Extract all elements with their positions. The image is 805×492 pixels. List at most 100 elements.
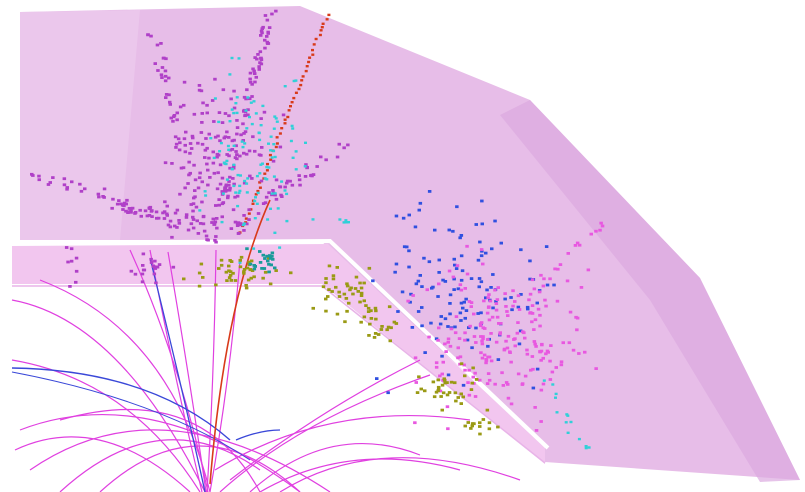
hit-marker — [261, 25, 265, 29]
hit-marker — [491, 306, 495, 310]
hit-marker — [198, 209, 202, 212]
hit-marker — [305, 166, 309, 170]
hit-marker — [462, 363, 466, 367]
hit-marker — [188, 171, 192, 175]
hit-marker — [479, 321, 484, 324]
hit-marker — [460, 269, 465, 273]
left-frame — [0, 0, 12, 492]
hit-marker — [200, 180, 204, 184]
hit-marker — [434, 337, 439, 341]
hit-marker — [486, 355, 490, 359]
hit-marker — [290, 124, 294, 128]
hit-marker — [515, 331, 520, 335]
hit-marker — [235, 222, 240, 225]
hit-marker — [261, 276, 265, 280]
hit-marker — [454, 315, 459, 318]
track-magenta — [229, 359, 421, 481]
hit-marker — [122, 204, 126, 208]
hit-marker — [486, 306, 491, 309]
hit-marker — [561, 341, 565, 345]
hit-marker — [254, 196, 257, 199]
hit-marker — [486, 338, 490, 341]
hit-marker — [197, 88, 202, 92]
hit-marker — [265, 40, 270, 44]
hit-marker — [206, 168, 210, 172]
hit-marker — [178, 105, 183, 109]
hit-marker — [506, 396, 511, 400]
hit-marker — [204, 234, 209, 238]
hit-marker — [297, 178, 302, 182]
hit-marker — [308, 56, 312, 59]
hit-marker — [485, 311, 490, 315]
calorimeter-top-face — [20, 6, 800, 480]
hit-marker — [220, 121, 225, 124]
hit-marker — [356, 290, 360, 293]
hit-marker — [207, 156, 211, 160]
hit-marker — [311, 218, 315, 221]
hit-marker — [258, 138, 262, 142]
hit-marker — [205, 146, 209, 150]
hit-marker — [345, 282, 349, 286]
hit-marker — [226, 196, 230, 200]
hit-marker — [149, 34, 153, 38]
hit-marker — [111, 197, 115, 201]
hit-marker — [197, 176, 202, 180]
hit-marker — [168, 219, 173, 223]
hit-marker — [476, 258, 481, 262]
hit-marker — [517, 308, 522, 311]
hit-marker — [152, 265, 156, 269]
hit-marker — [196, 186, 201, 190]
hit-marker — [525, 348, 529, 352]
hit-marker — [459, 288, 464, 292]
hit-marker — [272, 175, 276, 178]
hit-marker — [255, 57, 259, 61]
hit-marker — [245, 266, 250, 270]
hit-marker — [274, 9, 278, 13]
hit-marker — [259, 124, 263, 127]
hit-marker — [291, 127, 295, 130]
hit-marker — [242, 181, 247, 185]
hit-marker — [371, 279, 375, 283]
hit-marker — [508, 351, 512, 354]
hit-marker — [233, 279, 238, 282]
hit-marker — [394, 322, 399, 325]
hit-marker — [500, 371, 504, 375]
hit-marker — [263, 270, 268, 274]
hit-marker — [445, 405, 450, 409]
hit-marker — [516, 294, 521, 298]
hit-marker — [327, 13, 331, 17]
hit-marker — [234, 191, 238, 194]
hit-marker — [263, 46, 267, 50]
hit-marker — [182, 137, 187, 141]
hit-marker — [236, 232, 241, 235]
hit-marker — [129, 269, 134, 273]
hit-marker — [600, 224, 605, 228]
hit-marker — [542, 379, 546, 382]
hit-marker — [409, 292, 413, 296]
hit-marker — [212, 156, 216, 160]
hit-marker — [130, 206, 135, 210]
hit-marker — [193, 178, 198, 182]
hit-marker — [251, 67, 255, 71]
hit-marker — [387, 305, 392, 309]
hit-marker — [575, 328, 579, 332]
hit-marker — [479, 280, 484, 284]
hit-marker — [533, 406, 537, 409]
hit-marker — [268, 254, 272, 257]
hit-marker — [213, 77, 217, 81]
hit-marker — [513, 337, 517, 341]
hit-marker — [183, 150, 188, 154]
hit-marker — [436, 378, 440, 382]
hit-marker — [226, 144, 230, 148]
hit-marker — [74, 256, 79, 260]
hit-marker — [367, 334, 371, 337]
hit-marker — [168, 100, 172, 104]
hit-marker — [529, 311, 533, 314]
hit-marker — [443, 342, 447, 346]
hit-marker — [453, 325, 457, 329]
energy-deposits — [30, 9, 605, 450]
tracker-top-band — [12, 244, 545, 464]
hit-marker — [548, 277, 552, 281]
hit-marker — [366, 310, 371, 313]
